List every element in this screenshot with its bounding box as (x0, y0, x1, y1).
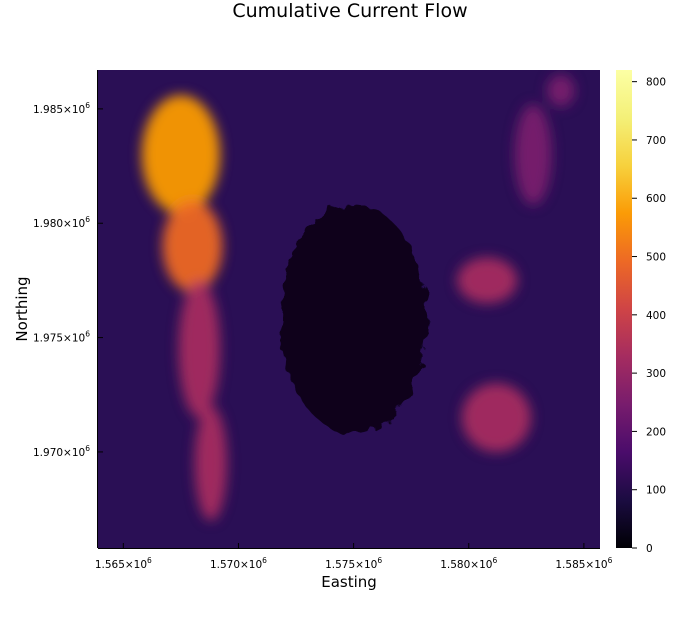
colorbar-tick-label: 600 (646, 193, 666, 205)
x-tick-label: 1.565×106 (95, 556, 152, 571)
heat-region-8 (547, 74, 575, 107)
heat-region-6 (457, 257, 518, 304)
colorbar-tick-group: 0 100 200 300 400 500 600 700 800 (632, 77, 666, 555)
x-tick-group: 1.565×106 1.570×106 1.575×106 1.580×106 1.58… (95, 543, 613, 571)
colorbar-tick-label: 100 (646, 485, 666, 497)
heat-region-7 (514, 104, 552, 205)
heat-region-3 (178, 280, 221, 418)
y-tick-label: 1.980×106 (33, 215, 90, 230)
colorbar-tick-label: 700 (646, 135, 666, 147)
x-tick-label: 1.580×106 (440, 556, 497, 571)
x-tick-label: 1.585×106 (555, 556, 612, 571)
colorbar-tick-label: 500 (646, 252, 666, 264)
x-tick-label: 1.575×106 (325, 556, 382, 571)
x-tick-label: 1.570×106 (210, 556, 267, 571)
chart-title: Cumulative Current Flow (232, 0, 467, 22)
y-tick-label: 1.985×106 (33, 101, 90, 116)
y-tick-label: 1.970×106 (33, 444, 90, 459)
colorbar-tick-label: 200 (646, 426, 666, 438)
y-tick-label: 1.975×106 (33, 330, 90, 345)
y-axis-label: Northing (13, 276, 31, 341)
colorbar (616, 70, 632, 548)
heat-region-4 (194, 406, 227, 521)
colorbar-tick-label: 0 (646, 543, 653, 555)
colorbar-tick-label: 800 (646, 77, 666, 89)
y-tick-group: 1.970×106 1.975×106 1.980×106 1.985×106 (33, 101, 103, 459)
heatmap-layer (141, 74, 575, 521)
heat-region-2 (162, 200, 223, 292)
x-axis-label: Easting (321, 573, 377, 591)
heat-region-5 (461, 383, 531, 452)
heat-region-1 (141, 95, 221, 215)
colorbar-tick-label: 400 (646, 310, 666, 322)
urban-low-flow-region (279, 204, 428, 434)
colorbar-tick-label: 300 (646, 368, 666, 380)
